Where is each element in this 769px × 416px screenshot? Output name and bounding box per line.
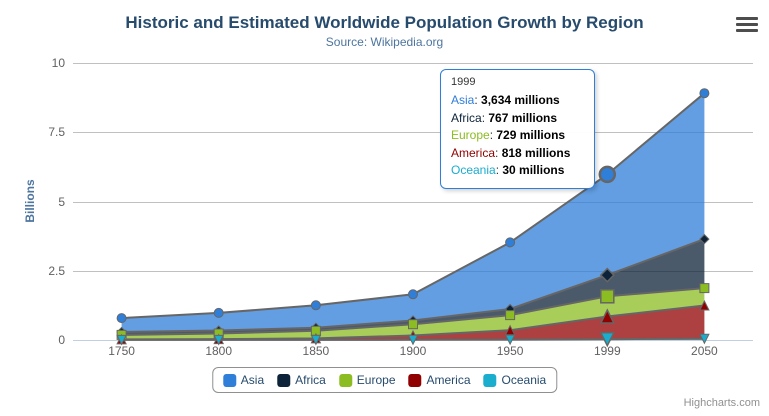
marker-asia-2050[interactable] [699, 88, 710, 99]
tooltip-row-africa: Africa: 767 millions [451, 110, 558, 125]
marker-europe-1999[interactable] [600, 289, 615, 304]
x-axis-label-1750: 1750 [108, 344, 135, 358]
marker-oceania-1750[interactable] [116, 334, 127, 346]
series-area-america[interactable] [121, 305, 705, 340]
marker-asia-1900[interactable] [408, 289, 418, 300]
legend-item-label: America [426, 373, 471, 387]
marker-europe-1900[interactable] [408, 319, 418, 330]
legend-item-america[interactable]: America [408, 373, 471, 387]
legend-item-label: Europe [356, 373, 396, 387]
x-axis-label-1999: 1999 [593, 344, 621, 358]
tooltip-series-value: 767 millions [488, 110, 558, 125]
x-axis-label-1950: 1950 [496, 344, 524, 358]
legend-item-oceania[interactable]: Oceania [483, 373, 547, 387]
marker-asia-1750[interactable] [116, 313, 127, 324]
marker-oceania-1950[interactable] [504, 334, 516, 346]
legend-item-asia[interactable]: Asia [222, 373, 265, 387]
marker-europe-2050[interactable] [699, 283, 710, 294]
tooltip-series-value: 729 millions [496, 128, 566, 142]
legend-swatch-africa [277, 373, 291, 387]
marker-europe-1950[interactable] [505, 310, 516, 321]
hamburger-menu-icon [736, 29, 758, 32]
marker-africa-1999[interactable] [599, 267, 615, 283]
legend-swatch-europe [338, 373, 352, 387]
series-area-africa[interactable] [121, 239, 705, 335]
tooltip-row-europe: Europe: 729 millions [451, 128, 566, 142]
marker-america-2050[interactable] [699, 299, 710, 311]
export-menu-button[interactable] [736, 17, 758, 32]
tooltip-row-america: America: 818 millions [451, 145, 571, 160]
legend: Asia Africa Europe America Oceania [211, 367, 558, 393]
chart-subtitle: Source: Wikipedia.org [325, 35, 444, 49]
legend-item-label: Africa [295, 373, 326, 387]
marker-asia-1800[interactable] [213, 307, 224, 318]
credits-link[interactable]: Highcharts.com [683, 397, 760, 409]
legend-item-africa[interactable]: Africa [277, 373, 326, 387]
marker-oceania-1900[interactable] [407, 334, 419, 346]
tooltip-series-name: Asia [451, 93, 475, 107]
x-axis-label-1800: 1800 [205, 344, 233, 358]
y-axis-label-7.5: 7.5 [48, 125, 65, 140]
tooltip-header: 1999 [451, 76, 476, 88]
marker-america-1999[interactable] [599, 308, 616, 324]
tooltip-series-name: Oceania [451, 163, 496, 177]
y-axis-label-0: 0 [58, 333, 65, 347]
y-axis-label-5: 5 [58, 194, 65, 209]
x-axis-label-1850: 1850 [302, 344, 330, 358]
x-axis-label-1900: 1900 [399, 344, 427, 358]
legend-item-label: Oceania [501, 373, 547, 387]
tooltip-series-value: 3,634 millions [481, 93, 560, 107]
hamburger-menu-icon [736, 17, 758, 20]
tooltip-row-asia: Asia: 3,634 millions [451, 93, 560, 107]
legend-swatch-america [408, 373, 422, 387]
y-axis-label-2.5: 2.5 [48, 263, 65, 278]
tooltip: 1999 Asia: 3,634 millions Africa: 767 mil… [440, 69, 595, 189]
x-axis-label-2050: 2050 [691, 344, 718, 358]
legend-items: Asia Africa Europe America Oceania [222, 373, 547, 387]
marker-oceania-1999[interactable] [599, 331, 616, 348]
tooltip-row-oceania: Oceania: 30 millions [451, 163, 565, 177]
tooltip-rows: Asia: 3,634 millions Africa: 767 millions… [451, 92, 584, 180]
tooltip-series-name: Africa [451, 110, 482, 125]
marker-asia-1999[interactable] [598, 165, 617, 184]
legend-swatch-oceania [483, 373, 497, 387]
tooltip-series-name: America [451, 145, 496, 160]
marker-africa-2050[interactable] [699, 233, 710, 245]
legend-item-label: Asia [240, 373, 265, 387]
marker-asia-1850[interactable] [310, 300, 321, 311]
marker-oceania-1850[interactable] [310, 334, 322, 346]
tooltip-series-name: Europe [451, 128, 490, 142]
tooltip-series-value: 30 millions [502, 163, 565, 177]
legend-swatch-asia [222, 373, 236, 387]
tooltip-series-value: 818 millions [501, 145, 571, 160]
marker-oceania-1800[interactable] [213, 334, 225, 346]
series-area-asia[interactable] [121, 93, 705, 332]
chart-title: Historic and Estimated Worldwide Populat… [125, 13, 644, 32]
legend-item-europe[interactable]: Europe [338, 373, 396, 387]
marker-oceania-2050[interactable] [699, 333, 710, 345]
hamburger-menu-icon [736, 23, 758, 26]
marker-asia-1950[interactable] [505, 237, 516, 248]
y-axis-label-10: 10 [51, 56, 65, 70]
